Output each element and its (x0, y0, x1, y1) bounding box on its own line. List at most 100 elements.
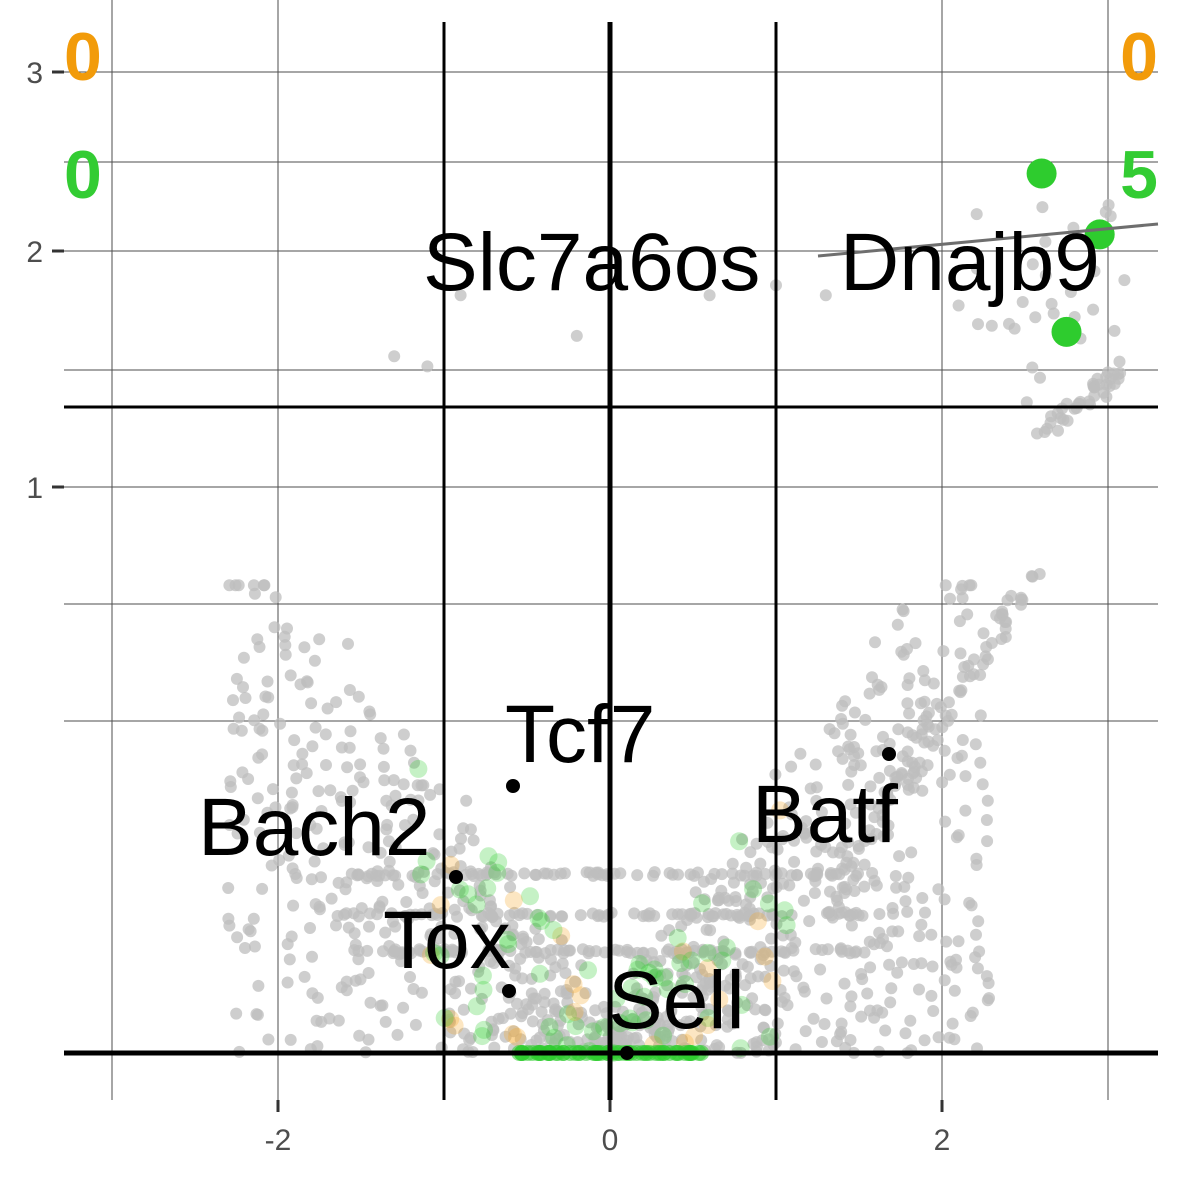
background-point (655, 929, 668, 942)
background-point (627, 1032, 640, 1045)
background-point (344, 796, 357, 809)
background-point (974, 756, 987, 769)
background-point (925, 928, 938, 941)
background-point (980, 641, 993, 653)
background-point (964, 1010, 977, 1022)
faint-point (450, 880, 469, 899)
background-point (675, 920, 688, 933)
background-point (936, 776, 949, 789)
background-point (561, 996, 574, 1009)
background-point (977, 627, 990, 640)
background-point (918, 674, 931, 687)
background-point (503, 909, 516, 922)
background-point (931, 734, 944, 747)
background-point (298, 641, 311, 654)
background-point (222, 882, 235, 894)
background-point (698, 893, 711, 906)
background-point (575, 1011, 588, 1024)
faint-point (532, 912, 551, 931)
background-point (315, 871, 327, 884)
background-point (934, 701, 947, 714)
background-point (443, 1013, 456, 1026)
background-point (736, 833, 749, 846)
background-point (583, 945, 596, 957)
background-point (797, 894, 810, 907)
background-point (775, 910, 788, 923)
background-point (897, 605, 910, 618)
background-point (808, 887, 821, 899)
faint-point (425, 944, 443, 963)
background-point (901, 697, 914, 710)
background-point (227, 694, 239, 707)
label-connector (817, 222, 1159, 258)
background-point (939, 579, 952, 592)
background-point (810, 794, 823, 807)
faint-point (775, 901, 794, 920)
faint-point (658, 980, 677, 999)
background-point (513, 909, 526, 922)
background-point (970, 859, 983, 871)
background-point (981, 794, 994, 807)
background-point (279, 639, 292, 652)
background-point (750, 837, 763, 850)
background-point (610, 1020, 623, 1033)
faint-point (474, 980, 493, 999)
faint-point (763, 972, 782, 990)
background-point (959, 770, 972, 783)
background-point (836, 717, 849, 730)
background-point (575, 959, 588, 972)
background-point (777, 964, 790, 977)
background-point (946, 1017, 959, 1030)
background-point (675, 979, 688, 992)
background-point (918, 1034, 931, 1047)
background-point (726, 857, 739, 870)
background-point (239, 942, 251, 954)
background-point (839, 817, 852, 830)
background-point (717, 908, 730, 921)
background-point (311, 991, 324, 1004)
faint-point (571, 986, 590, 1005)
background-point (544, 909, 557, 922)
background-point (842, 778, 855, 791)
background-point (676, 967, 689, 980)
faint-point (698, 943, 717, 962)
background-point (532, 933, 545, 946)
background-point (233, 711, 246, 724)
faint-point (467, 895, 486, 914)
background-point (974, 709, 987, 722)
background-point (893, 850, 906, 863)
background-point (689, 886, 702, 899)
background-point (985, 319, 998, 332)
background-point (761, 816, 774, 829)
background-point (405, 947, 418, 960)
faint-point (441, 855, 460, 874)
background-point (377, 742, 390, 755)
background-point (257, 708, 270, 721)
background-point (731, 908, 744, 921)
background-point (253, 826, 266, 839)
background-point (968, 653, 980, 666)
background-point (981, 835, 994, 848)
background-point (820, 992, 833, 1005)
background-point (343, 741, 356, 754)
background-point (856, 973, 869, 986)
background-point (485, 908, 497, 921)
background-point (913, 983, 925, 996)
background-point (313, 633, 326, 646)
faint-point (473, 1027, 492, 1046)
background-point (501, 867, 514, 880)
faint-point (508, 1027, 526, 1046)
background-point (795, 821, 808, 834)
faint-point (698, 1016, 717, 1034)
background-point (940, 935, 953, 948)
background-point (352, 690, 365, 703)
x-tick-label: -2 (265, 1124, 292, 1157)
background-point (969, 738, 982, 751)
background-point (711, 894, 724, 907)
background-point (879, 1024, 892, 1037)
background-point (712, 945, 725, 958)
background-point (424, 788, 437, 801)
background-point (239, 692, 252, 704)
background-point (265, 859, 278, 872)
